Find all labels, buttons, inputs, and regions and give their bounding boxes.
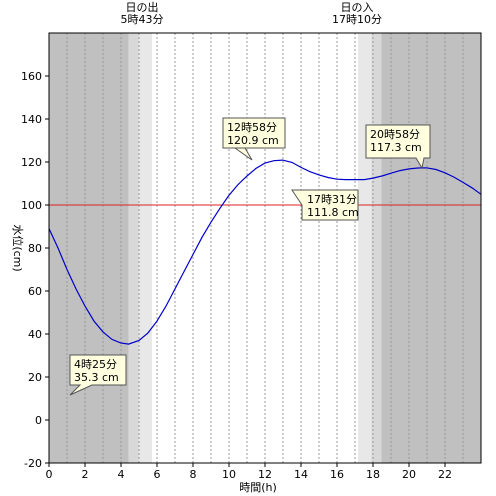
twilight-band bbox=[138, 33, 152, 463]
x-tick-label: 6 bbox=[154, 468, 161, 481]
x-tick-label: 8 bbox=[190, 468, 197, 481]
y-tick-label: 100 bbox=[21, 199, 42, 212]
night-band bbox=[381, 33, 481, 463]
twilight-band bbox=[358, 33, 372, 463]
daylight-band bbox=[151, 33, 359, 463]
y-axis-label: 水位(cm) bbox=[11, 224, 25, 271]
x-tick-label: 12 bbox=[258, 468, 272, 481]
y-tick-label: 40 bbox=[28, 328, 42, 341]
y-tick-label: 120 bbox=[21, 156, 42, 169]
x-axis-ticks: 0 2 4 6 8 10 12 14 16 18 20 22 bbox=[46, 463, 452, 481]
sunset-time: 17時10分 bbox=[332, 13, 382, 26]
x-tick-label: 22 bbox=[438, 468, 452, 481]
day-night-bands bbox=[49, 33, 481, 463]
x-tick-label: 20 bbox=[402, 468, 416, 481]
y-tick-label: 60 bbox=[28, 285, 42, 298]
night-band bbox=[49, 33, 129, 463]
x-tick-label: 16 bbox=[330, 468, 344, 481]
sunrise-label: 日の出 bbox=[126, 0, 159, 14]
x-axis-label: 時間(h) bbox=[239, 481, 277, 494]
y-tick-label: -20 bbox=[24, 457, 42, 470]
x-tick-label: 4 bbox=[118, 468, 125, 481]
y-tick-label: 140 bbox=[21, 113, 42, 126]
annotation-value: 35.3 cm bbox=[74, 371, 119, 384]
x-tick-label: 18 bbox=[366, 468, 380, 481]
annotation-value: 117.3 cm bbox=[370, 141, 422, 154]
annotation-min-1: 4時25分 35.3 cm bbox=[69, 354, 127, 396]
y-tick-label: 0 bbox=[35, 414, 42, 427]
x-tick-label: 0 bbox=[46, 468, 53, 481]
annotation-value: 120.9 cm bbox=[227, 134, 279, 147]
y-axis-ticks: -20 0 20 40 60 80 100 120 140 160 bbox=[21, 70, 49, 470]
water-level-curve bbox=[48, 159, 482, 345]
x-tick-label: 2 bbox=[82, 468, 89, 481]
y-tick-label: 20 bbox=[28, 371, 42, 384]
annotation-value: 111.8 cm bbox=[307, 206, 359, 219]
x-tick-label: 10 bbox=[222, 468, 236, 481]
annotation-time: 12時58分 bbox=[227, 121, 277, 134]
annotation-time: 4時25分 bbox=[74, 358, 117, 371]
twilight-band bbox=[371, 33, 382, 463]
annotation-min-2: 17時31分 111.8 cm bbox=[291, 189, 359, 221]
twilight-band bbox=[128, 33, 139, 463]
sunrise-time: 5時43分 bbox=[121, 13, 164, 26]
annotation-max-1: 12時58分 120.9 cm bbox=[222, 117, 286, 161]
sunset-label: 日の入 bbox=[341, 1, 374, 14]
annotation-time: 17時31分 bbox=[307, 193, 357, 206]
y-tick-label: 160 bbox=[21, 70, 42, 83]
x-tick-label: 14 bbox=[294, 468, 308, 481]
annotation-time: 20時58分 bbox=[370, 128, 420, 141]
y-tick-label: 80 bbox=[28, 242, 42, 255]
annotation-max-2: 20時58分 117.3 cm bbox=[365, 124, 431, 170]
